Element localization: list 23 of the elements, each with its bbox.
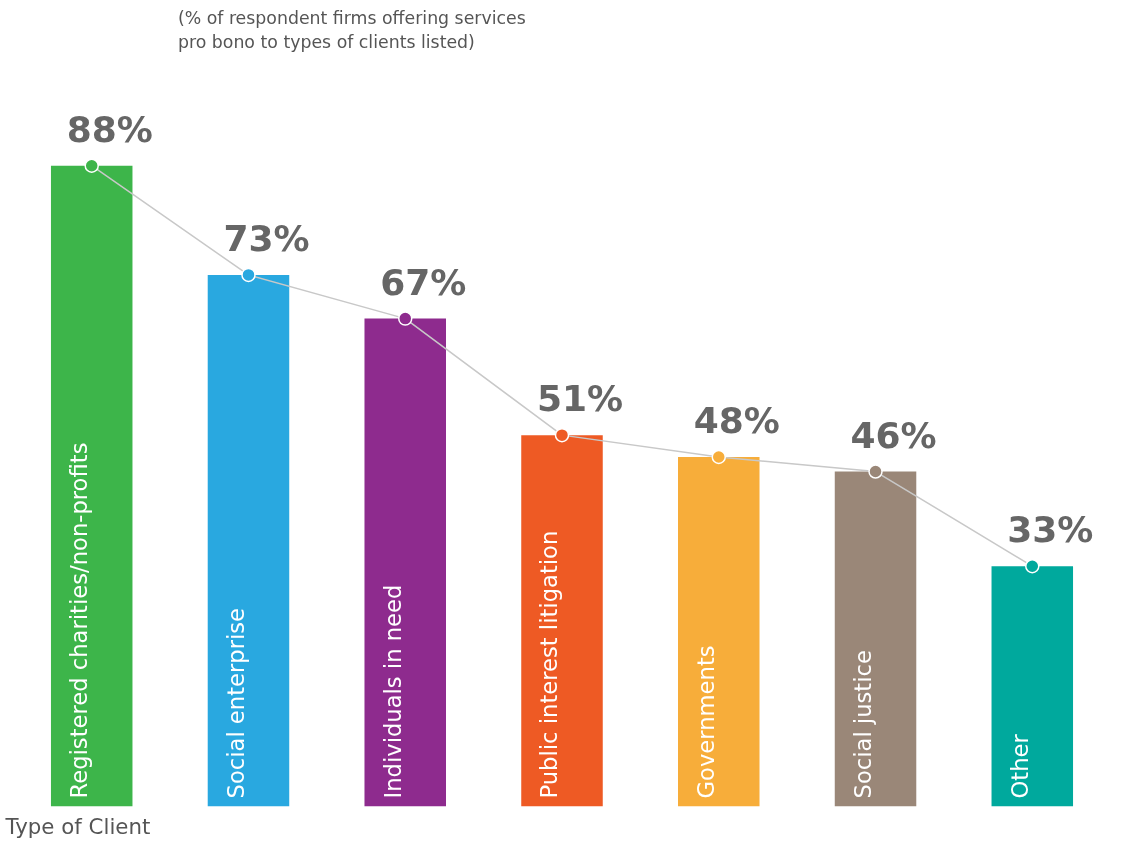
x-tick-label: Social justice xyxy=(849,650,876,799)
data-label: 46% xyxy=(850,414,937,456)
point xyxy=(241,267,256,283)
x-tick-label: Social enterprise xyxy=(222,607,249,799)
point xyxy=(397,311,413,326)
point xyxy=(1025,558,1040,574)
point xyxy=(84,158,99,173)
chart-subtitle: (% of respondent firms offering services pro bono to types of clients listed) xyxy=(177,7,526,52)
x-tick-label: Public interest litigation xyxy=(536,530,563,799)
point xyxy=(711,449,727,465)
data-label: 73% xyxy=(223,217,310,259)
x-tick-label: Other xyxy=(1006,733,1033,799)
data-label: 48% xyxy=(693,399,780,441)
x-tick-label: Individuals in need xyxy=(379,584,406,799)
data-label: 33% xyxy=(1007,509,1094,551)
point xyxy=(868,464,883,479)
data-label: 51% xyxy=(536,378,624,420)
x-tick-label: Registered charities/non-profits xyxy=(66,442,93,799)
x-tick-label: Governments xyxy=(693,645,720,799)
data-label: 67% xyxy=(380,261,467,303)
data-label: 88% xyxy=(66,108,153,150)
x-axis-title: Type of Client xyxy=(4,813,151,839)
point xyxy=(554,427,570,443)
